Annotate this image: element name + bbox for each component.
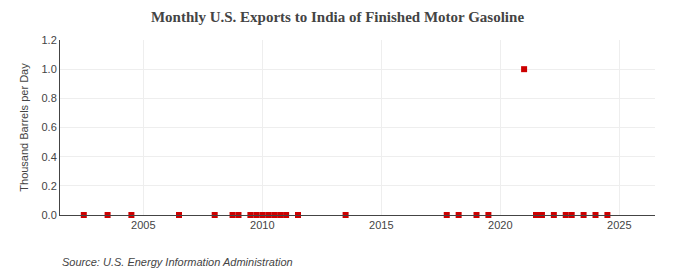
svg-text:0.2: 0.2 (42, 180, 57, 192)
svg-text:2015: 2015 (369, 219, 393, 231)
svg-text:0.0: 0.0 (42, 209, 57, 221)
svg-text:0.8: 0.8 (42, 92, 57, 104)
svg-text:1.0: 1.0 (42, 63, 57, 75)
svg-text:2010: 2010 (250, 219, 274, 231)
svg-text:1.2: 1.2 (42, 34, 57, 46)
svg-text:2025: 2025 (607, 219, 631, 231)
svg-text:0.4: 0.4 (42, 151, 57, 163)
svg-text:2020: 2020 (488, 219, 512, 231)
svg-text:Thousand Barrels per Day: Thousand Barrels per Day (18, 63, 30, 192)
svg-text:0.6: 0.6 (42, 121, 57, 133)
svg-text:2005: 2005 (131, 219, 155, 231)
svg-text:Monthly U.S. Exports to India: Monthly U.S. Exports to India of Finishe… (151, 9, 524, 25)
svg-text:Source: U.S. Energy Informatio: Source: U.S. Energy Information Administ… (62, 256, 293, 268)
